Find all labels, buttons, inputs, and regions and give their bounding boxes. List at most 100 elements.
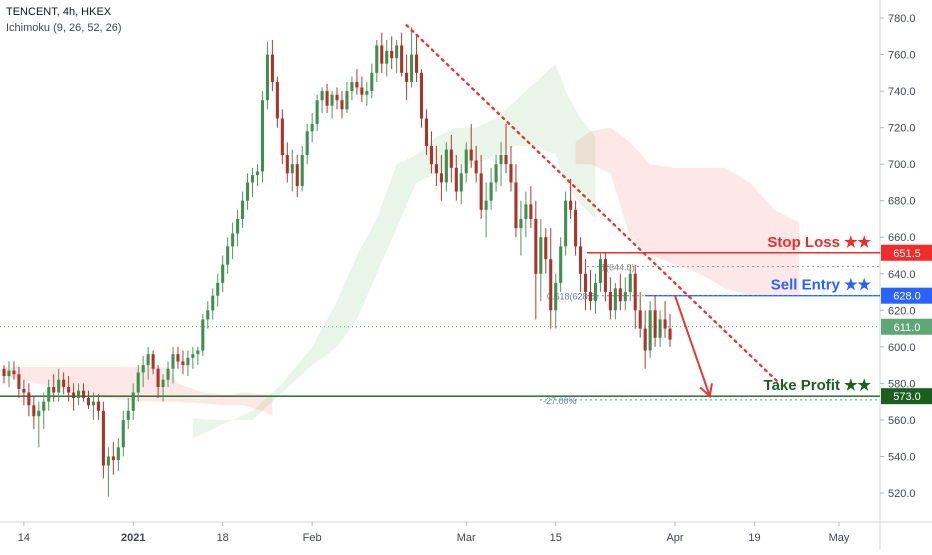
candle-body (186, 357, 190, 366)
candle-body (419, 72, 424, 119)
y-tick-label: 540.0 (888, 451, 916, 463)
y-tick-label: 680.0 (888, 196, 916, 208)
candle-body (62, 379, 66, 388)
y-tick-label: 620.0 (888, 305, 916, 317)
candle-body (67, 387, 71, 393)
candle-body (588, 292, 593, 302)
candle-body (653, 310, 657, 338)
candle-body (444, 149, 448, 183)
level-labels: 651.5 Stop Loss ★★ 628.0 Sell Entry ★★ 573.0… (764, 234, 932, 405)
symbol-title: TENCENT, 4h, HKEX (6, 6, 112, 18)
target-arrow-head (699, 383, 713, 399)
candle-body (265, 54, 269, 101)
candle-body (161, 379, 165, 388)
candle-body (32, 405, 36, 417)
y-tick-label: 740.0 (888, 86, 916, 98)
candle-body (176, 354, 180, 362)
candle-body (226, 246, 230, 265)
candle-body (668, 328, 672, 340)
candle-body (603, 259, 607, 293)
candle-body (424, 118, 429, 146)
candle-body (201, 319, 205, 351)
time-axis[interactable]: 14 2021 18 Feb Mar 15 Apr 19 May (18, 522, 850, 544)
candle-body (320, 91, 324, 101)
candle-body (275, 81, 279, 119)
level-name-1: Sell Entry ★★ (771, 277, 872, 294)
candle-body (574, 209, 578, 247)
price-axis[interactable]: 520.0 540.0 560.0 580.0 600.0 620.0 640.0 660.0… (880, 13, 916, 500)
candle-body (439, 173, 443, 183)
candle-body (27, 392, 31, 406)
x-tick-label: Apr (666, 532, 683, 544)
candle-body (564, 200, 568, 247)
candle-body (395, 45, 399, 59)
candle-body (91, 401, 96, 406)
candle-body (12, 370, 16, 375)
candle-body (355, 81, 359, 88)
candle-body (57, 379, 61, 393)
candle-body (469, 149, 473, 161)
level-2-badge-text: 573.0 (893, 391, 921, 403)
candle-body (628, 273, 632, 293)
candle-body (315, 100, 319, 124)
candle-body (17, 374, 21, 389)
candle-body (72, 392, 76, 398)
candle-body (400, 45, 404, 73)
x-tick-label: 15 (550, 532, 562, 544)
candle-body (86, 398, 91, 406)
candle-body (47, 387, 51, 402)
candle-body (141, 365, 145, 373)
candle-body (534, 218, 538, 274)
candle-body (360, 87, 364, 95)
candle-body (131, 392, 135, 411)
candle-body (544, 237, 548, 260)
candle-body (365, 91, 369, 95)
fib-levels: 1(644.0) 0.618(628.0) -27.00% (540, 262, 880, 406)
y-tick-label: 760.0 (888, 50, 916, 62)
candle-body (81, 390, 86, 398)
candle-body (524, 204, 528, 219)
candle-body (181, 361, 185, 366)
candle-body (489, 182, 493, 201)
current-price-badge (881, 318, 932, 335)
y-tick-label: 640.0 (888, 269, 916, 281)
fib-label-1: 0.618(628.0) (547, 292, 598, 302)
candle-body (554, 282, 558, 311)
candle-body (7, 370, 11, 377)
candle-body (305, 131, 309, 156)
candle-body (255, 171, 260, 176)
x-tick-label: Feb (303, 532, 322, 544)
y-tick-label: 780.0 (888, 13, 916, 25)
candle-body (613, 288, 617, 311)
candle-body (126, 410, 130, 420)
candles (2, 27, 672, 497)
candle-body (330, 94, 334, 106)
x-tick-label: 2021 (121, 532, 145, 544)
candle-body (598, 259, 602, 283)
candle-body (405, 72, 409, 82)
candle-body (77, 390, 81, 398)
candle-body (385, 50, 389, 64)
candle-body (106, 456, 110, 466)
candle-body (479, 173, 483, 210)
current-price-badge-text: 611.0 (894, 322, 921, 334)
candle-body (290, 164, 294, 174)
candle-body (280, 118, 284, 156)
candle-body (514, 182, 518, 229)
candle-body (191, 354, 195, 358)
level-1-badge-text: 628.0 (893, 291, 921, 303)
target-arrow-shaft (674, 295, 711, 397)
candle-body (42, 401, 46, 411)
candle-body (663, 319, 667, 329)
candle-body (519, 218, 523, 229)
candle-body (549, 259, 553, 311)
candle-body (111, 456, 115, 461)
candle-body (509, 164, 513, 183)
x-tick-label: 19 (748, 532, 760, 544)
candle-body (166, 368, 170, 380)
candle-body (285, 155, 289, 174)
candle-body (310, 123, 314, 132)
candle-body (434, 164, 438, 174)
